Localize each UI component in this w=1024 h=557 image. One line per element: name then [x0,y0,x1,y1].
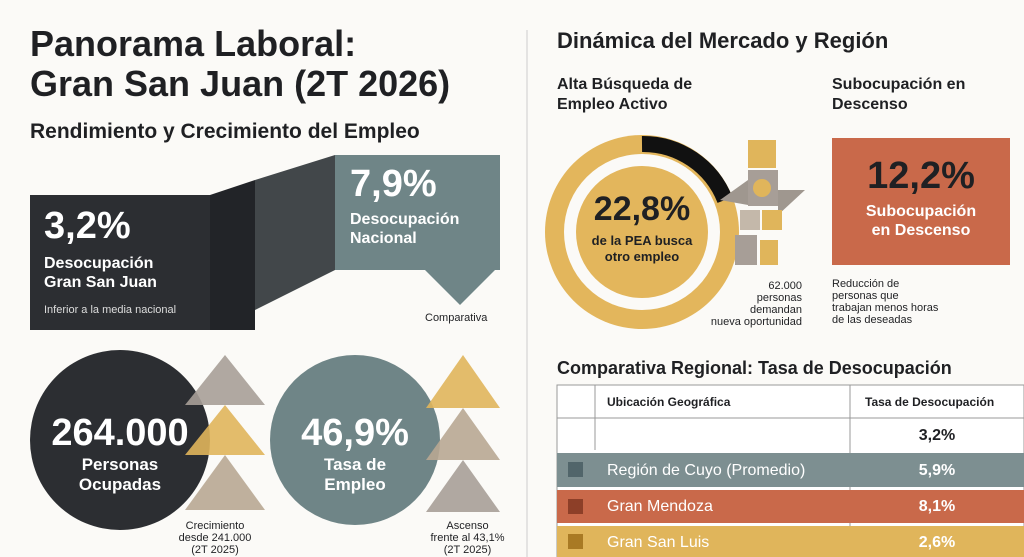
table-cell: 3,2% [918,427,956,444]
kpi-sub: 12,2% Subocupación en Descenso [865,155,977,239]
table-cell: 8,1% [918,498,956,515]
table-header: Tasa de Desocupación [865,395,995,409]
table-header: Ubicación Geográfica [607,395,731,409]
note: Reducción de personas que trabajan menos h… [832,278,939,326]
kpi-local: 3,2% Desocupación Gran San Juan Inferior… [44,205,177,316]
table-cell: 5,9% [918,462,956,479]
title: Panorama Laboral: Gran San Juan (2T 2026) [30,23,451,104]
table-cell: Región de Cuyo (Promedio) [607,462,806,479]
table-cell: Gran San Luis [607,534,710,551]
note: Ascenso frente al 43,1% (2T 2025) [430,520,505,556]
subtitle: Subocupación en Descenso [832,76,966,113]
table-title: Comparativa Regional: Tasa de Desocupaci… [557,358,952,378]
kpi-employed: 264.000 Personas Ocupadas [51,412,189,494]
kpi-rate: 46,9% Tasa de Empleo [301,412,409,494]
note: Crecimiento desde 241.000 (2T 2025) [178,520,252,556]
subtitle: Alta Búsqueda de Empleo Activo [557,76,693,113]
note: Comparativa [425,312,488,324]
table-cell: 2,6% [918,534,956,551]
kpi-search: 22,8% de la PEA busca otro empleo [591,190,693,264]
note: 62.000 personas demandan nueva oportunidad [710,280,802,328]
section-title: Dinámica del Mercado y Región [557,28,889,53]
kpi-national: 7,9% Desocupación Nacional [350,163,460,247]
table-cell: Gran Mendoza [607,498,713,515]
section-title: Rendimiento y Crecimiento del Empleo [30,120,420,143]
